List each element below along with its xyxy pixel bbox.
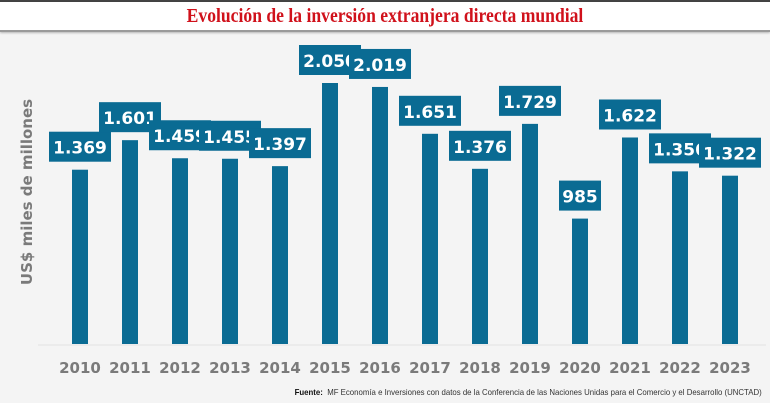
title-bar: Evolución de la inversión extranjera dir… (0, 2, 770, 32)
value-label-2015: 2.050 (303, 52, 357, 72)
chart-title: Evolución de la inversión extranjera dir… (186, 5, 584, 27)
x-tick-label-2016: 2016 (359, 359, 401, 377)
value-label-2014: 1.397 (253, 135, 307, 155)
bar-2022 (672, 171, 688, 344)
x-tick-label-2012: 2012 (159, 359, 201, 377)
bar-2012 (172, 158, 188, 344)
bar-2016 (372, 86, 388, 344)
value-label-2020: 985 (562, 188, 598, 208)
bar-2023 (722, 175, 738, 344)
bar-2011 (122, 140, 138, 344)
value-label-box-2018 (449, 130, 511, 161)
value-label-box-2021 (599, 99, 661, 130)
source-label: Fuente: (294, 387, 324, 397)
value-label-2013: 1.455 (203, 128, 257, 148)
bar-2017 (422, 133, 438, 344)
value-label-box-2019 (499, 85, 561, 116)
value-label-2010: 1.369 (53, 139, 107, 159)
value-label-box-2014 (249, 128, 311, 159)
x-tick-label-2021: 2021 (609, 359, 651, 377)
x-tick-label-2023: 2023 (709, 359, 751, 377)
x-tick-label-2018: 2018 (459, 359, 501, 377)
x-tick-label-2011: 2011 (109, 359, 151, 377)
x-tick-label-2014: 2014 (259, 359, 301, 377)
value-label-box-2010 (49, 131, 111, 162)
top-rule (0, 0, 770, 2)
value-label-2023: 1.322 (703, 145, 757, 165)
x-tick-label-2020: 2020 (559, 359, 601, 377)
bar-2020 (572, 218, 588, 344)
bar-2019 (522, 123, 538, 345)
bar-2015 (322, 83, 338, 344)
source-note: Fuente: MF Economía e Inversiones con da… (295, 387, 762, 397)
value-label-box-2020 (559, 180, 601, 211)
value-label-2022: 1.356 (653, 140, 707, 160)
x-tick-label-2015: 2015 (309, 359, 351, 377)
bar-2021 (622, 137, 638, 344)
value-label-box-2016 (349, 48, 411, 79)
value-label-2018: 1.376 (453, 138, 507, 158)
x-tick-label-2010: 2010 (59, 359, 101, 377)
value-label-2021: 1.622 (603, 106, 657, 126)
value-label-2019: 1.729 (503, 93, 557, 113)
value-label-box-2023 (699, 137, 761, 168)
bar-2010 (72, 169, 88, 344)
value-label-2017: 1.651 (403, 103, 457, 123)
bar-2013 (222, 158, 238, 344)
value-label-2011: 1.601 (103, 109, 157, 129)
x-tick-label-2013: 2013 (209, 359, 251, 377)
source-text: MF Economía e Inversiones con datos de l… (327, 387, 762, 397)
value-label-2012: 1.459 (153, 127, 207, 147)
bar-2018 (472, 168, 488, 344)
value-label-box-2017 (399, 95, 461, 126)
value-label-2016: 2.019 (353, 56, 407, 76)
x-tick-label-2017: 2017 (409, 359, 451, 377)
x-tick-label-2019: 2019 (509, 359, 551, 377)
bar-2014 (272, 166, 288, 344)
x-tick-label-2022: 2022 (659, 359, 701, 377)
